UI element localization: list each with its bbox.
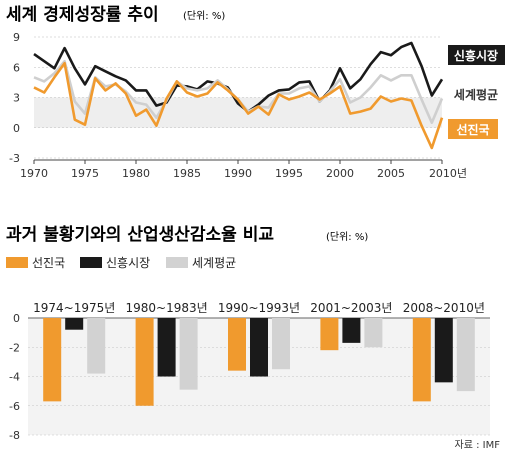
bar-신흥시장 (65, 318, 84, 330)
category-label: 1974~1975년 (33, 301, 115, 315)
bar-신흥시장 (157, 318, 176, 377)
chart1-x-tick: 1985 (173, 167, 201, 180)
legend-swatch-세계평균 (166, 257, 188, 268)
series-label-box (448, 119, 498, 139)
chart1-x-tick: 2010년 (429, 167, 467, 180)
source-note: 자료 : IMF (455, 439, 501, 450)
bar-신흥시장 (250, 318, 268, 377)
series-line-신흥시장 (33, 41, 444, 113)
chart1-y-tick: 3 (13, 92, 20, 105)
chart2-y-tick: -4 (9, 371, 20, 384)
bar-선진국 (43, 318, 62, 402)
bar-세계평균 (87, 318, 106, 374)
series-label-box (448, 45, 505, 65)
legend-label-신흥시장: 신흥시장 (106, 256, 150, 270)
legend-label-세계평균: 세계평균 (192, 256, 236, 270)
chart1-x-tick: 2005 (377, 167, 405, 180)
bar-세계평균 (179, 318, 198, 390)
chart1-x-tick: 1995 (275, 167, 303, 180)
bar-신흥시장 (342, 318, 361, 343)
chart2-unit-note: (단위: %) (326, 230, 368, 243)
bar-신흥시장 (434, 318, 453, 383)
chart2-y-tick: -2 (9, 341, 20, 354)
series-label: 신흥시장 (454, 48, 498, 63)
bar-세계평균 (364, 318, 383, 348)
bar-선진국 (320, 318, 339, 351)
category-label: 2001~2003년 (310, 301, 392, 315)
chart1-y-tick: -3 (9, 152, 20, 165)
chart2-y-tick: -6 (9, 400, 20, 413)
chart1-title: 세계 경제성장률 추이 (6, 5, 159, 25)
chart1-x-tick: 1980 (122, 167, 150, 180)
legend-swatch-선진국 (6, 257, 28, 268)
chart1-x-tick: 2000 (326, 167, 354, 180)
bar-선진국 (412, 318, 431, 402)
chart1-unit-note: (단위: %) (183, 9, 225, 22)
bar-선진국 (135, 318, 154, 406)
legend-label-선진국: 선진국 (32, 256, 65, 270)
series-label: 선진국 (456, 122, 489, 137)
legend-swatch-신흥시장 (80, 257, 102, 268)
chart1-x-tick: 1970 (20, 167, 48, 180)
category-label: 1990~1993년 (218, 301, 300, 315)
chart1-y-tick: 6 (13, 61, 20, 74)
chart2-y-tick: 0 (13, 312, 20, 325)
bar-선진국 (228, 318, 246, 371)
chart2-y-tick: -8 (9, 429, 20, 442)
series-label: 세계평균 (454, 87, 498, 102)
category-label: 2008~2010년 (403, 301, 485, 315)
series-line-선진국 (33, 61, 444, 150)
chart1-y-tick: 0 (13, 122, 20, 135)
chart1-x-tick: 1975 (71, 167, 99, 180)
chart1-x-tick: 1990 (224, 167, 252, 180)
category-label: 1980~1983년 (126, 301, 208, 315)
bar-세계평균 (272, 318, 290, 370)
bar-세계평균 (456, 318, 475, 392)
chart1-y-tick: 9 (13, 31, 20, 44)
chart2-title: 과거 불황기와의 산업생산감소율 비교 (6, 225, 274, 245)
